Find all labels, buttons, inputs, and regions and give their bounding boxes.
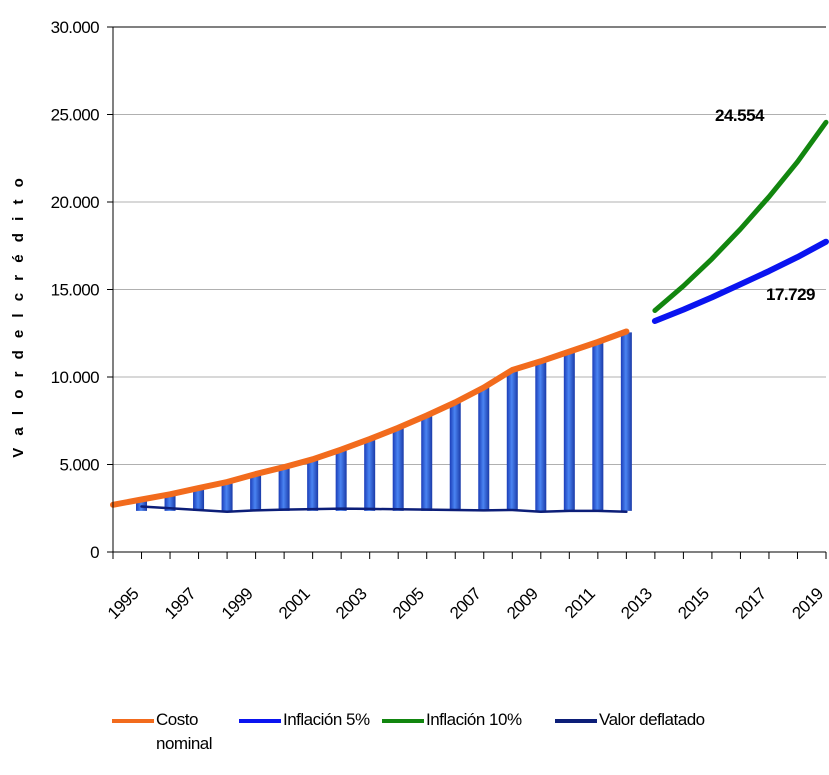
bar bbox=[449, 402, 461, 511]
series-line bbox=[652, 119, 829, 313]
bar bbox=[620, 332, 632, 511]
legend-item-inflacion-5: Inflación 5% bbox=[239, 708, 370, 732]
legend-item-costo-nominal: Costo nominal bbox=[112, 708, 246, 756]
legend-label: Inflación 5% bbox=[283, 710, 370, 729]
data-label-inflacion-5: 17.729 bbox=[766, 285, 815, 304]
legend-swatch bbox=[382, 719, 424, 723]
bar bbox=[364, 439, 376, 511]
bar bbox=[535, 361, 547, 511]
legend-item-valor-deflatado: Valor deflatado bbox=[555, 708, 705, 732]
bar bbox=[392, 427, 404, 511]
data-label-inflacion-10: 24.554 bbox=[715, 106, 765, 125]
y-tick-labels: 0 5.000 10.000 15.000 20.000 25.000 30.000 bbox=[51, 18, 113, 562]
annotations: 24.554 17.729 bbox=[715, 106, 816, 304]
x-tick-label: 2019 bbox=[788, 584, 827, 623]
bar bbox=[592, 342, 604, 511]
x-tick-label: 2015 bbox=[674, 584, 713, 623]
x-tick-label: 2009 bbox=[503, 584, 542, 623]
bar bbox=[563, 351, 575, 511]
bar bbox=[221, 482, 233, 511]
x-tick-label: 2013 bbox=[617, 584, 656, 623]
x-tick-label: 1997 bbox=[161, 584, 200, 623]
series-lines bbox=[110, 119, 829, 514]
y-axis-title: V a l o r d e l c r é d i t o bbox=[10, 174, 27, 458]
bar bbox=[278, 467, 290, 511]
bar bbox=[193, 488, 205, 511]
bar bbox=[307, 459, 319, 511]
y-tick-label: 15.000 bbox=[51, 281, 100, 300]
x-tick-labels: 1995 1997 1999 2001 2003 2005 2007 2009 2011 2013… bbox=[104, 584, 827, 623]
series-line bbox=[140, 505, 628, 514]
bar bbox=[506, 370, 518, 511]
y-tick-label: 10.000 bbox=[51, 368, 100, 387]
y-tick-label: 30.000 bbox=[51, 18, 100, 37]
y-tick-label: 5.000 bbox=[59, 456, 99, 475]
legend-item-inflacion-10: Inflación 10% bbox=[382, 708, 522, 732]
bar bbox=[421, 415, 433, 511]
x-tick-label: 2005 bbox=[389, 584, 428, 623]
bar bbox=[335, 449, 347, 511]
series-line bbox=[110, 328, 630, 508]
gridlines bbox=[113, 26, 826, 465]
legend-label: Inflación 10% bbox=[426, 710, 522, 729]
x-tick-label: 2007 bbox=[446, 584, 485, 623]
y-tick-label: 20.000 bbox=[51, 193, 100, 212]
bar bbox=[250, 474, 262, 511]
x-tick-label: 2003 bbox=[332, 584, 371, 623]
legend-swatch bbox=[112, 719, 154, 723]
bar bbox=[478, 387, 490, 511]
x-tick-label: 1995 bbox=[104, 584, 143, 623]
x-tick-label: 2011 bbox=[561, 584, 599, 622]
x-tick-label: 2001 bbox=[275, 584, 314, 623]
legend: Costo nominal Inflación 5% Inflación 10%… bbox=[112, 708, 812, 768]
legend-label: Valor deflatado bbox=[599, 710, 705, 729]
y-tick-label: 0 bbox=[90, 543, 99, 562]
bar bbox=[164, 494, 176, 511]
x-tick-label: 2017 bbox=[731, 584, 770, 623]
legend-swatch bbox=[239, 719, 281, 723]
legend-label: Costo nominal bbox=[156, 710, 213, 753]
y-tick-label: 25.000 bbox=[51, 106, 100, 125]
bars bbox=[136, 332, 632, 511]
series-line bbox=[651, 238, 829, 324]
legend-swatch bbox=[555, 719, 597, 723]
x-tick-label: 1999 bbox=[218, 584, 257, 623]
